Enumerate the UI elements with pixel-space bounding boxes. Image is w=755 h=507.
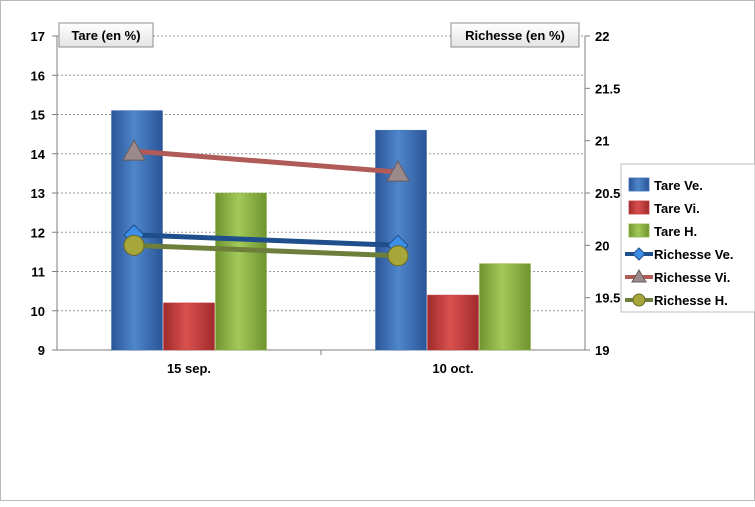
line-point (122, 139, 146, 161)
bar (427, 294, 479, 351)
legend-marker (632, 247, 646, 261)
legend-label: Richesse Ve. (654, 247, 734, 262)
right-tick-label: 19 (595, 343, 609, 358)
series-line (131, 242, 401, 259)
bars (111, 110, 531, 351)
left-tick-label: 15 (31, 108, 45, 123)
right-tick-label: 20 (595, 238, 609, 253)
tick-labels: 9 10 11 12 13 14 15 16 17 19 19.5 20 20.5 21 21.5 22 15 … (31, 29, 621, 376)
line-point (386, 160, 410, 182)
legend-swatch (628, 200, 650, 215)
legend-swatch (628, 223, 650, 238)
left-tick-label: 11 (31, 265, 45, 280)
legend-marker (631, 269, 647, 283)
series-line (131, 148, 401, 175)
line-point (123, 234, 145, 256)
legend: Tare Ve. Tare Vi. Tare H. Richesse Ve. Riche… (620, 163, 755, 313)
legend-label: Tare Vi. (654, 201, 700, 216)
right-axis-title-box: Richesse (en %) (450, 22, 580, 48)
legend-label: Tare Ve. (654, 178, 703, 193)
bar (163, 302, 215, 351)
right-tick-label: 19.5 (595, 291, 620, 306)
legend-swatch (628, 177, 650, 192)
bar (479, 263, 531, 351)
left-tick-label: 10 (31, 304, 45, 319)
left-tick-label: 16 (31, 68, 45, 83)
legend-marker (632, 293, 646, 307)
category-label: 15 sep. (167, 361, 211, 376)
right-tick-label: 21 (595, 134, 609, 149)
left-tick-label: 14 (31, 147, 46, 162)
left-tick-label: 13 (31, 186, 45, 201)
category-label: 10 oct. (432, 361, 473, 376)
legend-label: Richesse Vi. (654, 270, 730, 285)
line-point (387, 245, 409, 267)
left-tick-label: 9 (38, 343, 45, 358)
right-axis-title: Richesse (en %) (465, 28, 565, 43)
series-line (131, 232, 401, 248)
right-tick-label: 22 (595, 29, 609, 44)
bar (215, 192, 267, 351)
right-tick-label: 21.5 (595, 81, 620, 96)
legend-label: Tare H. (654, 224, 697, 239)
left-axis-title: Tare (en %) (71, 28, 140, 43)
left-tick-label: 12 (31, 225, 45, 240)
legend-label: Richesse H. (654, 293, 728, 308)
series-lines (122, 139, 410, 267)
right-tick-label: 20.5 (595, 186, 620, 201)
left-tick-label: 17 (31, 29, 45, 44)
left-axis-title-box: Tare (en %) (58, 22, 154, 48)
